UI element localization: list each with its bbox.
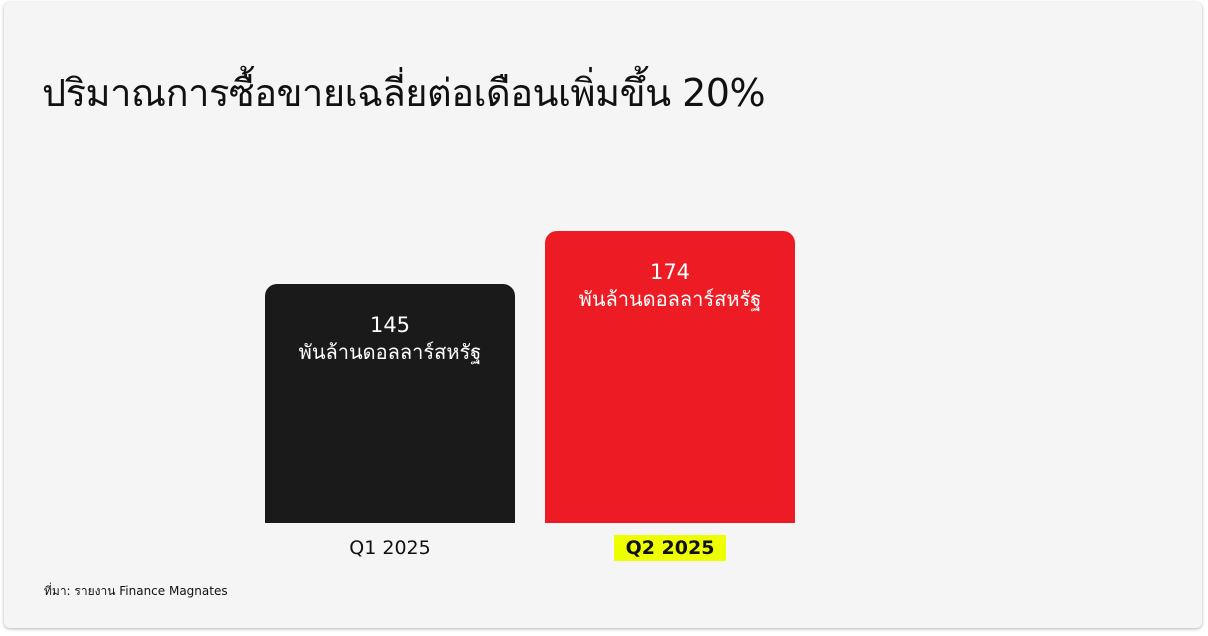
source-note: ที่มา: รายงาน Finance Magnates <box>44 584 228 598</box>
bar-q2-2025: 174 พันล้านดอลลาร์สหรัฐ <box>545 231 795 523</box>
unit-label: พันล้านดอลลาร์สหรัฐ <box>298 340 482 364</box>
chart-card: ปริมาณการซื้อขายเฉลี่ยต่อเดือนเพิ่มขึ้น … <box>4 2 1202 628</box>
x-tick-text: Q2 2025 <box>613 535 727 561</box>
x-tick-label: Q1 2025 <box>265 537 515 559</box>
unit-label: พันล้านดอลลาร์สหรัฐ <box>578 287 762 311</box>
data-label: 174 <box>649 260 691 284</box>
data-label: 145 <box>369 313 411 337</box>
x-tick-text: Q1 2025 <box>349 537 431 559</box>
x-tick-label: Q2 2025 <box>545 535 795 561</box>
chart-title: ปริมาณการซื้อขายเฉลี่ยต่อเดือนเพิ่มขึ้น … <box>42 71 766 115</box>
bar-q1-2025: 145 พันล้านดอลลาร์สหรัฐ <box>265 284 515 523</box>
